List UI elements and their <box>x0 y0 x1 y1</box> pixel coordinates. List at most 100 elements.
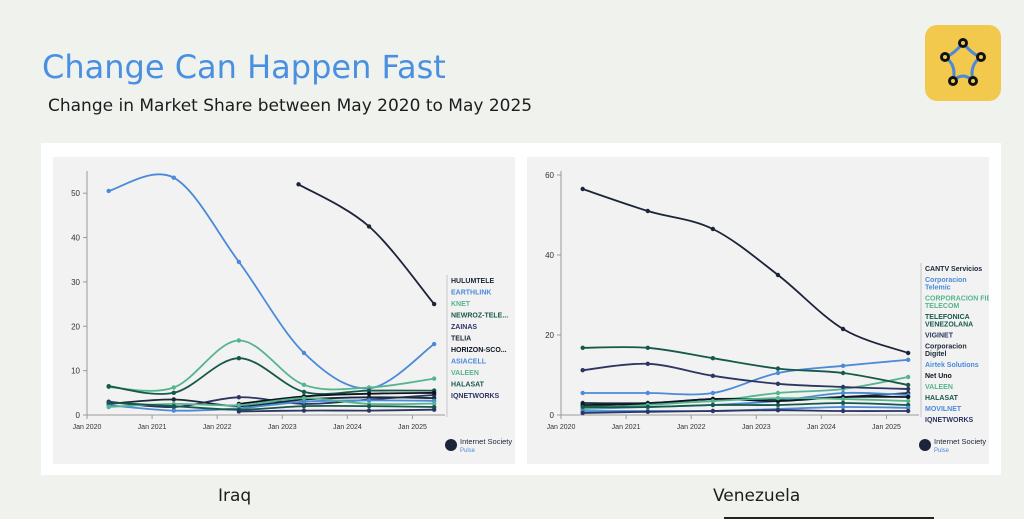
y-tick-label: 60 <box>545 171 554 180</box>
data-point <box>366 408 372 413</box>
series-line <box>108 396 435 408</box>
data-point <box>775 402 781 408</box>
series-line <box>582 362 909 390</box>
data-point <box>645 361 650 366</box>
watermark-brand: Internet Society <box>934 437 986 446</box>
data-point <box>171 390 176 396</box>
data-point <box>710 408 716 414</box>
series-line <box>298 183 435 305</box>
data-point <box>236 259 242 265</box>
data-point <box>840 363 846 368</box>
y-tick-label: 20 <box>71 322 80 331</box>
x-tick-label: Jan 2022 <box>677 424 706 431</box>
series-line <box>108 357 435 395</box>
charts-panel: 0 10 20 30 40 50 Jan 2020 Jan 2021 Jan 2022 Jan 2… <box>41 143 1001 475</box>
series-label: VIGINET <box>925 333 954 340</box>
series-label: ASIACELL <box>451 359 487 366</box>
iraq-chart-box: 0 10 20 30 40 50 Jan 2020 Jan 2021 Jan 2022 Jan 2… <box>53 157 515 464</box>
y-tick-label: 40 <box>71 234 80 243</box>
series-label: HALASAT <box>925 395 959 402</box>
data-point <box>366 224 372 229</box>
series-label: HORIZON-SCO... <box>451 347 507 354</box>
x-tick-label: Jan 2024 <box>807 424 836 431</box>
series-label: Net Uno <box>925 373 952 380</box>
data-point <box>840 396 846 402</box>
series-label: TELIA <box>451 336 471 343</box>
caption-iraq: Iraq <box>218 486 252 506</box>
data-point <box>296 182 301 187</box>
y-tick-label: 20 <box>545 331 554 340</box>
series-line <box>108 399 435 412</box>
data-point <box>905 394 911 400</box>
iraq-chart: 0 10 20 30 40 50 Jan 2020 Jan 2021 Jan 2022 Jan 2… <box>71 171 512 454</box>
watermark-product: Pulse <box>460 448 476 454</box>
series-line <box>582 392 909 405</box>
data-point <box>775 390 781 396</box>
data-point <box>905 382 911 388</box>
series-label: CANTV Servicios <box>925 266 982 273</box>
series-line <box>238 391 435 405</box>
data-point <box>840 384 846 390</box>
x-tick-label: Jan 2024 <box>333 424 362 431</box>
series-label: IQNETWORKS <box>451 393 500 400</box>
data-point <box>171 385 176 390</box>
series-label: KNET <box>451 301 471 308</box>
divider <box>724 517 934 519</box>
data-point <box>580 404 585 410</box>
page-title: Change Can Happen Fast <box>42 48 446 86</box>
data-point <box>431 401 437 406</box>
y-tick-label: 40 <box>545 251 554 260</box>
data-point <box>580 368 585 373</box>
data-point <box>710 398 716 404</box>
data-point <box>301 403 307 409</box>
data-point <box>710 402 716 408</box>
x-tick-label: Jan 2025 <box>872 424 901 431</box>
data-point <box>840 326 846 332</box>
x-tick-label: Jan 2021 <box>138 424 167 431</box>
data-point <box>775 381 781 386</box>
x-tick-label: Jan 2023 <box>742 424 771 431</box>
data-point <box>645 390 650 396</box>
series-line <box>582 409 909 414</box>
series-line <box>582 358 909 396</box>
data-point <box>431 390 437 396</box>
data-point <box>431 407 437 412</box>
data-point <box>710 373 716 378</box>
data-point <box>905 357 911 362</box>
series-label: Airtek Solutions <box>925 362 979 369</box>
data-point <box>301 395 307 401</box>
y-tick-label: 0 <box>76 411 81 420</box>
data-point <box>775 370 781 376</box>
data-point <box>840 404 846 410</box>
series-line <box>582 402 909 409</box>
data-point <box>775 366 781 371</box>
series-line <box>582 397 909 410</box>
series-label: Corporacion Telemic <box>925 277 967 292</box>
data-point <box>431 376 437 381</box>
x-tick-label: Jan 2021 <box>612 424 641 431</box>
data-point <box>171 403 176 409</box>
data-point <box>106 404 111 410</box>
data-point <box>905 405 911 410</box>
page-subtitle: Change in Market Share between May 2020 … <box>48 96 533 116</box>
data-point <box>840 408 846 414</box>
y-tick-label: 30 <box>71 278 80 287</box>
data-point <box>236 395 242 400</box>
series-label: VALEEN <box>451 370 479 377</box>
data-point <box>580 186 585 192</box>
series-label: CORPORACION FIBEXTELECOM <box>925 296 989 311</box>
data-point <box>840 390 846 396</box>
data-point <box>840 400 846 406</box>
data-point <box>710 226 716 232</box>
y-tick-label: 50 <box>71 189 80 198</box>
data-point <box>301 408 307 413</box>
data-point <box>775 396 781 401</box>
internet-society-logo-icon <box>919 439 931 451</box>
x-tick-label: Jan 2020 <box>547 424 576 431</box>
data-point <box>905 398 911 404</box>
data-point <box>775 408 781 413</box>
venezuela-chart: 0 20 40 60 Jan 2020 Jan 2021 Jan 2022 Jan 2023 J… <box>545 171 1001 454</box>
data-point <box>710 356 716 361</box>
y-tick-label: 0 <box>550 411 555 420</box>
network-star-icon <box>940 38 986 86</box>
